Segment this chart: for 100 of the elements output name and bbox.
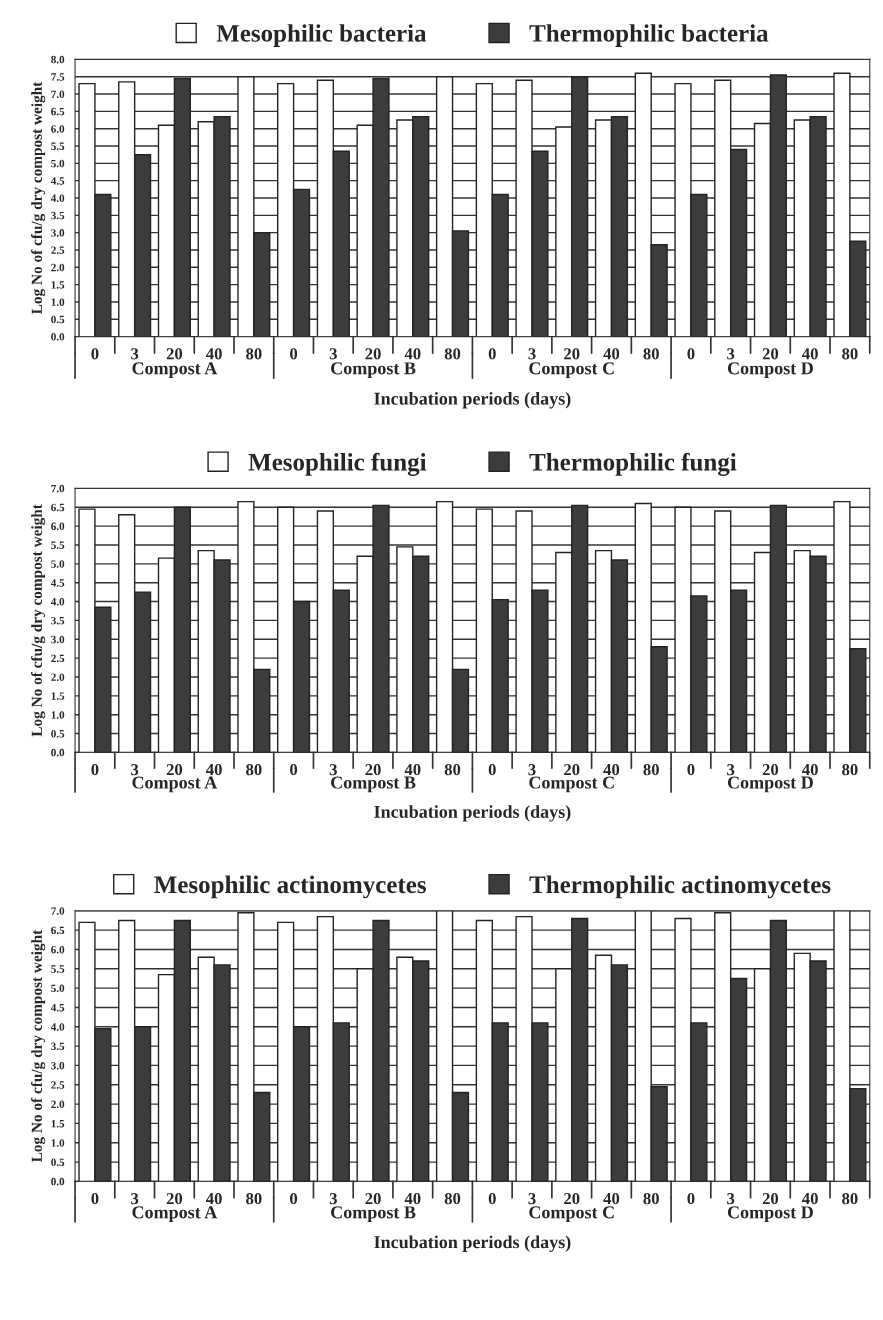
y-tick-label: 5.5 <box>51 142 65 151</box>
x-tick-label: 80 <box>842 1192 858 1205</box>
y-tick-label: 2.0 <box>51 673 65 681</box>
y-tick-label: 3.5 <box>51 1042 65 1051</box>
x-tick-label: 20 <box>564 763 580 776</box>
x-tick-label: 3 <box>131 1193 139 1205</box>
y-tick-label: 1.5 <box>51 281 65 289</box>
legend-label: Mesophilic bacteria <box>216 24 427 47</box>
y-tick-label: 7.0 <box>51 90 65 99</box>
x-tick-label: 0 <box>290 348 298 360</box>
legend-label: Mesophilic actinomycetes <box>154 875 426 899</box>
y-tick-label: 1.0 <box>51 298 65 306</box>
y-tick-label: 4.5 <box>50 579 65 587</box>
y-tick-label: 2.0 <box>51 1100 65 1109</box>
text: Compost D <box>727 776 813 793</box>
y-axis-title: Log No of cfu/g dry compost weight <box>31 81 46 315</box>
x-tick-label: 3 <box>727 1193 735 1205</box>
text: Compost D <box>727 1206 813 1223</box>
x-tick-label: 40 <box>603 763 620 776</box>
text: Compost A <box>132 1206 218 1223</box>
x-tick-label: 3 <box>329 348 337 360</box>
x-axis-title: Incubation periods (days) <box>374 1235 571 1252</box>
y-tick-label: 5.0 <box>51 984 65 993</box>
y-tick-label: 3.5 <box>51 616 65 625</box>
y-tick-label: 1.5 <box>51 1119 65 1128</box>
x-tick-label: 0 <box>488 763 496 776</box>
x-tick-label: 80 <box>842 348 858 360</box>
x-tick-label: 3 <box>329 764 337 776</box>
x-tick-label: 80 <box>444 348 461 360</box>
x-tick-label: 0 <box>290 1192 298 1205</box>
y-tick-label: 2.5 <box>51 1081 65 1089</box>
y-tick-label: 8.0 <box>51 55 65 64</box>
y-tick-label: 5.0 <box>51 159 65 168</box>
y-tick-label: 4.5 <box>50 177 65 185</box>
x-tick-label: 80 <box>842 763 858 776</box>
y-axis-title: Log No of cfu/g dry compost weight <box>31 504 46 737</box>
x-tick-label: 0 <box>91 1192 99 1205</box>
y-tick-label: 7.0 <box>51 907 65 915</box>
legend-label: Thermophilic bacteria <box>529 24 769 47</box>
y-tick-label: 6.0 <box>51 522 65 531</box>
y-tick-label: 1.5 <box>51 692 65 700</box>
x-tick-label: 80 <box>246 1192 262 1205</box>
y-axis-title: Log No of cfu/g dry compost weight <box>31 929 46 1163</box>
x-tick-label: 20 <box>564 348 580 360</box>
x-tick-label: 20 <box>166 763 183 776</box>
x-tick-label: 80 <box>444 763 461 776</box>
x-tick-label: 40 <box>802 1192 818 1205</box>
x-tick-label: 80 <box>643 348 659 360</box>
x-tick-label: 20 <box>762 348 779 360</box>
y-tick-label: 3.0 <box>51 1061 65 1070</box>
x-tick-label: 3 <box>727 348 735 360</box>
x-tick-label: 20 <box>564 1192 580 1205</box>
y-tick-label: 1.0 <box>51 711 65 719</box>
x-tick-label: 0 <box>91 348 99 360</box>
x-tick-label: 80 <box>643 763 659 776</box>
x-tick-label: 0 <box>290 763 298 776</box>
y-tick-label: 5.5 <box>51 965 65 973</box>
x-tick-label: 40 <box>404 348 421 360</box>
y-tick-label: 4.0 <box>50 598 65 606</box>
x-tick-label: 20 <box>365 1192 381 1205</box>
text: Compost A <box>132 776 218 793</box>
y-tick-label: 2.5 <box>51 246 65 254</box>
y-tick-label: 1.0 <box>51 1139 65 1147</box>
text: Compost B <box>331 776 416 793</box>
text: Compost C <box>529 362 614 379</box>
y-tick-label: 0.5 <box>51 730 65 738</box>
y-tick-label: 3.0 <box>51 229 65 237</box>
x-tick-label: 40 <box>404 1192 421 1205</box>
x-tick-label: 80 <box>246 763 262 776</box>
y-tick-label: 6.5 <box>51 107 65 116</box>
text: Compost C <box>529 1206 614 1223</box>
y-tick-label: 6.0 <box>51 945 65 954</box>
y-tick-label: 6.5 <box>51 503 65 512</box>
text: Compost B <box>331 1206 416 1223</box>
x-axis-title: Incubation periods (days) <box>374 392 571 409</box>
x-tick-label: 40 <box>802 763 818 776</box>
y-tick-label: 0.5 <box>51 1158 65 1167</box>
y-tick-label: 0.0 <box>51 333 65 341</box>
x-tick-label: 40 <box>206 1192 222 1205</box>
y-tick-label: 3.0 <box>51 635 65 644</box>
y-tick-label: 0.5 <box>51 315 65 324</box>
text: Compost D <box>727 362 813 379</box>
text: Compost A <box>132 362 218 379</box>
legend-label: Thermophilic actinomycetes <box>529 875 831 899</box>
x-tick-label: 0 <box>488 348 496 360</box>
x-tick-label: 40 <box>206 348 222 360</box>
x-tick-label: 80 <box>246 348 262 360</box>
x-tick-label: 3 <box>528 348 536 360</box>
y-tick-label: 5.0 <box>51 560 65 568</box>
y-tick-label: 2.0 <box>51 263 65 272</box>
x-tick-label: 80 <box>444 1192 461 1205</box>
text: Compost C <box>529 776 614 793</box>
y-tick-label: 6.0 <box>51 125 65 133</box>
x-tick-label: 20 <box>166 348 183 360</box>
x-tick-label: 20 <box>762 1192 779 1205</box>
x-tick-label: 3 <box>131 764 139 776</box>
x-tick-label: 20 <box>166 1192 183 1205</box>
text: Compost B <box>331 362 416 379</box>
x-axis-title: Incubation periods (days) <box>374 805 571 822</box>
x-tick-label: 40 <box>603 1192 620 1205</box>
